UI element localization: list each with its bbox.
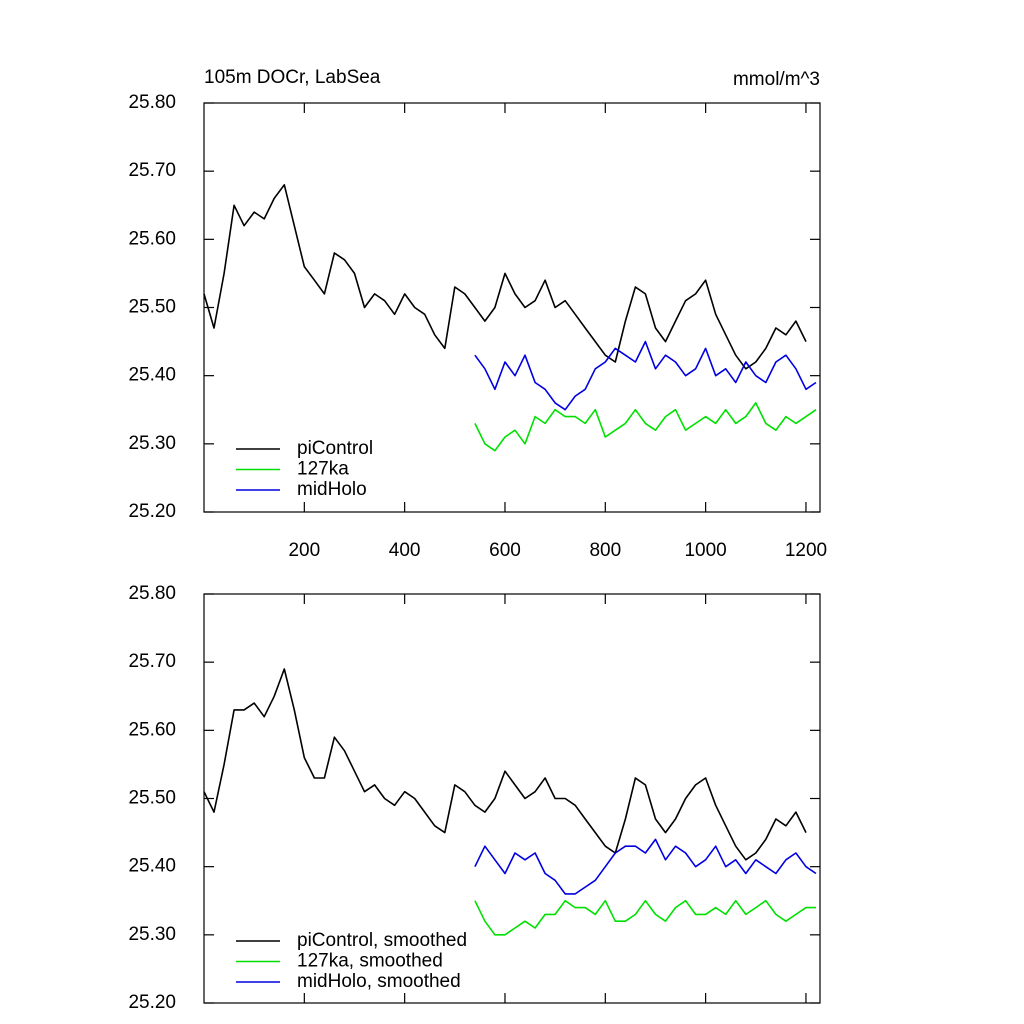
y-tick-label: 25.60 xyxy=(128,228,176,249)
legend-label: piControl, smoothed xyxy=(297,930,467,951)
y-tick-label: 25.50 xyxy=(128,297,176,318)
y-tick-label: 25.40 xyxy=(128,856,176,877)
series-line xyxy=(474,899,816,936)
y-tick-label: 25.70 xyxy=(128,651,176,672)
y-tick-label: 25.60 xyxy=(128,719,176,740)
x-tick-label: 800 xyxy=(589,540,621,561)
y-tick-label: 25.80 xyxy=(128,583,176,604)
series-line xyxy=(203,184,807,370)
series-line xyxy=(203,668,807,861)
legend-label: midHolo xyxy=(297,479,367,500)
y-tick-label: 25.30 xyxy=(128,433,176,454)
y-tick-label: 25.20 xyxy=(128,501,176,522)
y-tick-label: 25.40 xyxy=(128,365,176,386)
series-line xyxy=(474,340,817,411)
x-tick-label: 1200 xyxy=(785,540,827,561)
x-tick-label: 400 xyxy=(389,540,421,561)
y-tick-label: 25.50 xyxy=(128,788,176,809)
x-tick-label: 1000 xyxy=(684,540,726,561)
x-tick-label: 200 xyxy=(288,540,320,561)
legend-label: 127ka, smoothed xyxy=(297,951,443,972)
legend-label: piControl xyxy=(297,438,373,459)
legend-label: 127ka xyxy=(297,459,349,480)
x-tick-label: 600 xyxy=(489,540,521,561)
y-tick-label: 25.70 xyxy=(128,160,176,181)
y-tick-label: 25.80 xyxy=(128,92,176,113)
y-tick-label: 25.30 xyxy=(128,924,176,945)
legend-label: midHolo, smoothed xyxy=(297,971,461,992)
chart-title: 105m DOCr, LabSea xyxy=(204,67,381,88)
units-label: mmol/m^3 xyxy=(733,69,820,90)
series-line xyxy=(474,402,817,452)
y-tick-label: 25.20 xyxy=(128,992,176,1013)
series-line xyxy=(474,838,817,895)
